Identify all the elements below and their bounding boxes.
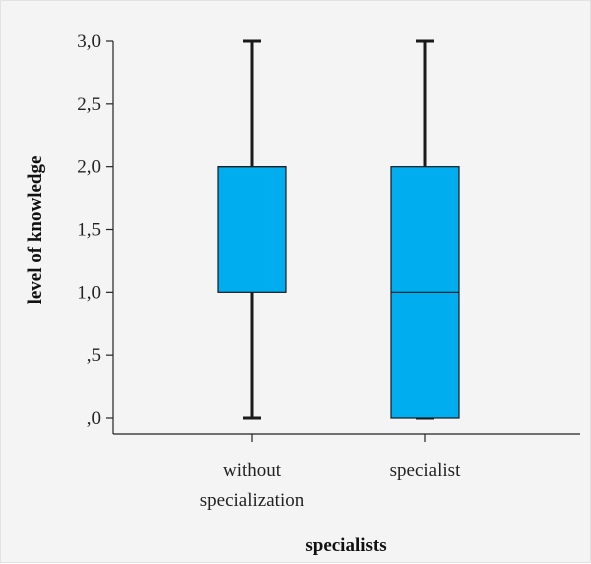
boxes xyxy=(217,39,460,420)
box-group xyxy=(217,39,287,420)
box-group xyxy=(390,39,460,420)
x-tick-label: specialization xyxy=(200,490,305,511)
y-tick-label: 1,5 xyxy=(77,220,101,241)
axes xyxy=(112,41,580,435)
y-tick-label: 2,5 xyxy=(77,94,101,115)
box-iqr xyxy=(217,166,287,293)
x-tick-label: without xyxy=(223,460,282,481)
y-ticks: ,0 ,5 1,0 1,5 2,0 2,5 3,0 xyxy=(77,31,113,429)
x-tick-label: specialist xyxy=(390,460,461,481)
y-axis-title: level of knowledge xyxy=(25,156,46,305)
x-axis-title: specialists xyxy=(305,535,386,556)
y-tick-label: 2,0 xyxy=(77,157,101,178)
x-ticks: without specialization specialist xyxy=(200,434,461,511)
y-tick-label: ,0 xyxy=(87,408,101,429)
y-tick-label: 1,0 xyxy=(77,282,101,303)
y-tick-label: ,5 xyxy=(87,345,101,366)
y-tick-label: 3,0 xyxy=(77,31,101,52)
